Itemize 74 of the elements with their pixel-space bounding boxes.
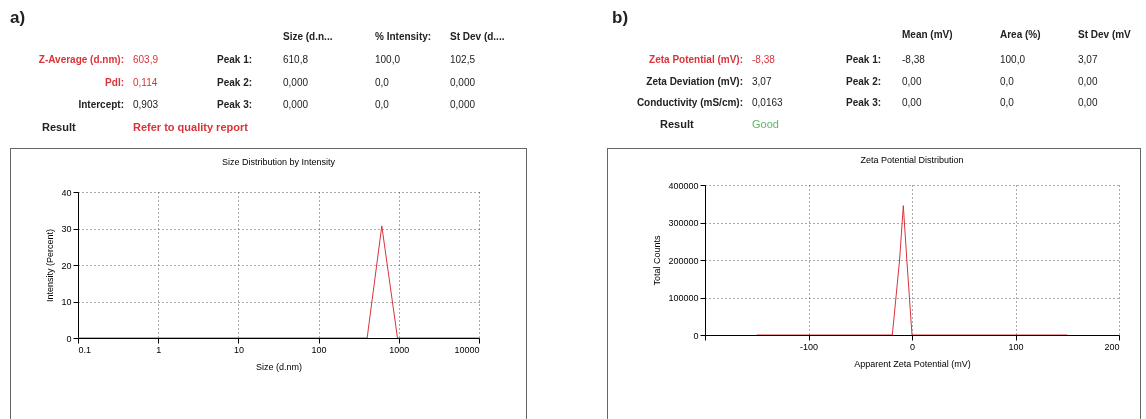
text: 0,0163 [752,96,783,110]
text: Peak 3: [217,98,253,112]
text: Z-Average (d.nm): [38,53,124,67]
text: 0,000 [283,98,309,112]
text: 0,000 [450,76,476,90]
x-tick-label: 100 [311,344,327,355]
text: St Dev (d.... [450,30,505,44]
text: Zeta Deviation (mV): [646,75,743,89]
y-tick-label: 10 [61,297,72,307]
x-tick-label: 10 [233,344,244,355]
text: 0,000 [283,76,309,90]
x-axis-title: Apparent Zeta Potential (mV) [854,358,971,369]
text: Peak 2: [846,75,882,89]
y-tick-label: 400000 [668,180,699,191]
text: St Dev (mV [1078,28,1131,42]
y-tick-label: 100000 [668,293,699,303]
chart-title: Zeta Potential Distribution [860,155,964,165]
text: % Intensity: [375,30,432,44]
chart-title: Size Distribution by Intensity [221,157,336,167]
text: -8,38 [902,53,925,67]
text: 0,0 [375,98,389,112]
text: Good [752,117,779,131]
y-tick-label: 200000 [668,255,699,266]
text: Peak 3: [846,96,882,110]
text: 102,5 [450,53,476,67]
y-tick-label: 40 [61,187,72,198]
x-tick-label: 1000 [389,344,410,355]
text: 0,00 [1078,75,1098,89]
y-tick-label: 30 [61,224,72,234]
text: -8,38 [752,53,775,67]
text: 603,9 [133,53,159,67]
text: b) [612,8,629,28]
text: Conductivity (mS/cm): [636,96,743,110]
x-tick-label: 1 [156,344,162,355]
text: 610,8 [283,53,309,67]
text: 0,00 [902,75,922,89]
x-tick-label: 10000 [454,344,480,355]
text: 0,00 [1078,96,1098,110]
text: 0,903 [133,98,159,112]
text: 100,0 [1000,53,1026,67]
y-axis-title: Intensity (Percent) [45,228,56,303]
text: Size (d.n... [283,30,333,44]
x-tick-label: 200 [1104,341,1120,352]
text: Peak 1: [846,53,882,67]
x-tick-label: -100 [799,341,819,352]
text: Refer to quality report [133,120,248,134]
text: Peak 1: [217,53,253,67]
x-tick-label: 0 [909,341,916,352]
text: 0,114 [133,76,158,90]
y-tick-label: 0 [66,333,72,344]
text: 0,0 [375,76,389,90]
y-axis-title: Total Counts [652,234,663,286]
y-tick-label: 20 [61,260,72,271]
y-tick-label: 300000 [668,218,699,228]
text: a) [10,8,26,28]
text: Zeta Potential (mV): [649,53,743,67]
text: 0,00 [902,96,922,110]
text: Result [42,120,76,134]
text: 3,07 [752,75,772,89]
text: Intercept: [78,98,124,112]
text: Area (%) [1000,28,1041,42]
text: 100,0 [375,53,401,67]
x-tick-label: 100 [1008,341,1024,352]
text: Mean (mV) [902,28,953,42]
text: Result [660,117,694,131]
text: Peak 2: [217,76,253,90]
text: 0,0 [1000,96,1014,110]
x-axis-title: Size (d.nm) [255,361,303,372]
y-tick-label: 0 [693,330,699,341]
text: 3,07 [1078,53,1098,67]
text: 0,0 [1000,75,1014,89]
text: PdI: [105,76,124,90]
x-tick-label: 0.1 [78,344,92,355]
text: 0,000 [450,98,476,112]
